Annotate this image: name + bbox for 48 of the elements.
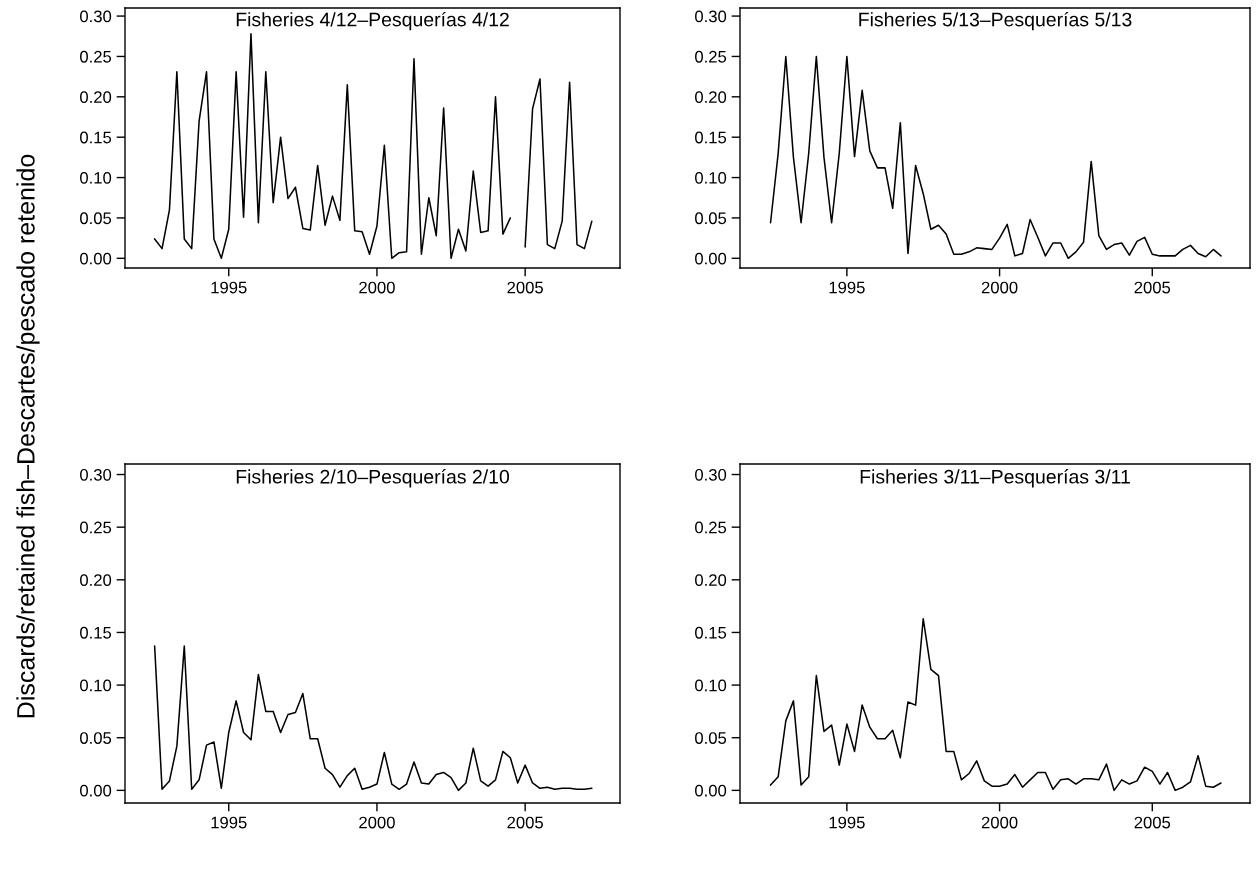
y-tick-label: 0.25: [80, 50, 112, 63]
y-tick-label: 0.20: [695, 91, 727, 104]
y-tick-label: 0.00: [80, 784, 112, 797]
y-tick-label: 0.20: [80, 574, 112, 587]
chart-title: Fisheries 3/11–Pesquerías 3/11: [860, 469, 1130, 488]
y-axis-title: Discards/retained fish–Descartes/pescado retenido: [16, 154, 40, 718]
y-tick-label: 0.25: [695, 521, 727, 534]
chart-title: Fisheries 5/13–Pesquerías 5/13: [859, 11, 1132, 31]
y-tick-label: 0.15: [695, 131, 727, 144]
y-tick-label: 0.05: [80, 212, 112, 225]
x-tick-label: 2000: [359, 281, 395, 294]
x-tick-label: 2000: [981, 281, 1018, 294]
y-tick-label: 0.10: [80, 679, 112, 692]
y-tick-label: 0.00: [695, 784, 727, 797]
x-tick-label: 1995: [211, 816, 247, 829]
x-tick-label: 2005: [1134, 281, 1171, 294]
x-tick-label: 2005: [507, 281, 543, 294]
y-tick-label: 0.30: [695, 468, 727, 481]
y-tick-label: 0.30: [80, 10, 112, 23]
y-tick-label: 0.20: [695, 574, 727, 587]
line-series: [153, 645, 593, 792]
line-series: [769, 55, 1222, 260]
y-tick-label: 0.05: [695, 732, 727, 744]
y-tick-label: 0.20: [80, 91, 112, 104]
y-tick-label: 0.05: [80, 732, 112, 744]
y-tick-label: 0.10: [80, 171, 112, 184]
chart-title: Fisheries 4/12–Pesquerías 4/12: [236, 11, 509, 31]
x-tick-label: 2005: [1134, 816, 1171, 829]
x-tick-label: 2000: [981, 816, 1018, 829]
y-tick-label: 0.00: [695, 252, 727, 265]
x-tick-label: 2000: [359, 816, 395, 829]
chart-title: Fisheries 2/10–Pesquerías 2/10: [236, 469, 510, 488]
x-tick-label: 1995: [829, 281, 865, 294]
y-tick-label: 0.15: [80, 131, 112, 144]
y-tick-label: 0.25: [695, 50, 727, 63]
line-series: [769, 617, 1222, 792]
y-tick-label: 0.10: [695, 679, 727, 692]
y-tick-label: 0.10: [695, 171, 727, 184]
y-tick-label: 0.25: [80, 521, 112, 534]
x-tick-label: 1995: [829, 816, 865, 829]
y-tick-label: 0.00: [80, 252, 112, 265]
y-tick-label: 0.30: [695, 10, 727, 23]
x-tick-label: 1995: [211, 281, 247, 294]
y-tick-label: 0.30: [80, 468, 112, 481]
x-tick-label: 2005: [507, 816, 543, 829]
y-tick-label: 0.15: [695, 626, 727, 639]
y-tick-label: 0.05: [695, 212, 727, 225]
y-tick-label: 0.15: [80, 626, 112, 639]
